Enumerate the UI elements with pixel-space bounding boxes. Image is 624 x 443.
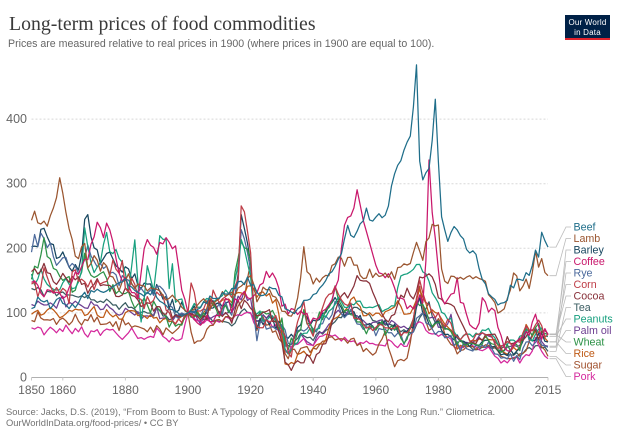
svg-text:2015: 2015 xyxy=(535,383,562,397)
svg-text:Peanuts: Peanuts xyxy=(574,314,613,326)
svg-text:Barley: Barley xyxy=(574,245,605,257)
svg-text:1920: 1920 xyxy=(237,383,264,397)
svg-text:300: 300 xyxy=(6,177,27,191)
svg-text:Rye: Rye xyxy=(574,268,593,280)
svg-text:1860: 1860 xyxy=(49,383,76,397)
svg-text:200: 200 xyxy=(6,241,27,255)
svg-text:Sugar: Sugar xyxy=(574,360,603,372)
svg-text:1900: 1900 xyxy=(175,383,202,397)
svg-text:100: 100 xyxy=(6,306,27,320)
svg-text:Cocoa: Cocoa xyxy=(574,291,605,303)
svg-text:Palm oil: Palm oil xyxy=(574,325,612,337)
svg-text:2000: 2000 xyxy=(488,383,515,397)
svg-text:Rice: Rice xyxy=(574,348,595,360)
svg-text:400: 400 xyxy=(6,112,27,126)
svg-text:1880: 1880 xyxy=(112,383,139,397)
svg-text:1940: 1940 xyxy=(300,383,327,397)
svg-text:Beef: Beef xyxy=(574,222,596,234)
svg-text:Corn: Corn xyxy=(574,279,597,291)
svg-text:1850: 1850 xyxy=(18,383,45,397)
svg-text:1960: 1960 xyxy=(362,383,389,397)
svg-text:1980: 1980 xyxy=(425,383,452,397)
svg-text:Lamb: Lamb xyxy=(574,233,601,245)
svg-text:Tea: Tea xyxy=(574,302,591,314)
svg-text:Coffee: Coffee xyxy=(574,256,605,268)
svg-text:0: 0 xyxy=(20,371,27,385)
svg-text:Wheat: Wheat xyxy=(574,337,605,349)
svg-text:Pork: Pork xyxy=(574,371,597,383)
